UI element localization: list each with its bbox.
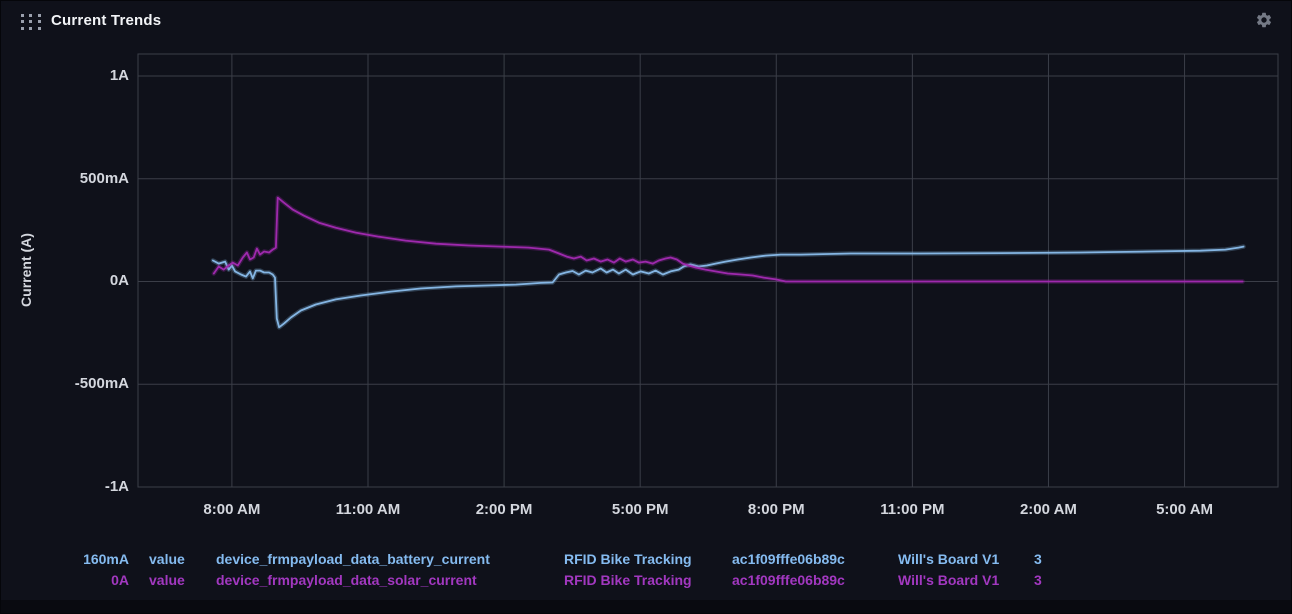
legend-row-battery[interactable]: 160mA value device_frmpayload_data_batte… (61, 549, 1064, 570)
legend-field: value (149, 551, 185, 567)
legend-port: 3 (1034, 551, 1042, 567)
legend-device-id: ac1f09fffe06b89c (732, 572, 845, 588)
panel-title: Current Trends (51, 12, 162, 29)
legend: 160mA value device_frmpayload_data_batte… (61, 549, 1064, 591)
x-tick-label: 11:00 AM (335, 501, 401, 518)
gear-icon-glyph (1256, 12, 1272, 28)
legend-current-value: 0A (111, 572, 129, 588)
legend-device-id: ac1f09fffe06b89c (732, 551, 845, 567)
x-tick-label: 8:00 AM (203, 501, 261, 518)
time-series-plot (137, 53, 1279, 488)
legend-app-name: RFID Bike Tracking (564, 572, 692, 588)
series-line-device_frmpayload_data_solar_current[interactable] (212, 196, 1244, 283)
legend-app-name: RFID Bike Tracking (564, 551, 692, 567)
y-tick-label: 500mA (79, 169, 129, 187)
chart-area[interactable]: Current (A) 1A 500mA 0A -500mA -1A 8:00 AM 11:… (1, 1, 1291, 541)
x-tick-label: 5:00 AM (1156, 501, 1214, 518)
y-axis-title: Current (A) (18, 233, 34, 307)
drag-handle-icon[interactable] (18, 12, 44, 32)
legend-current-value: 160mA (83, 551, 129, 567)
gear-icon[interactable] (1255, 11, 1275, 31)
legend-field: value (149, 572, 185, 588)
x-tick-label: 5:00 PM (611, 501, 669, 518)
x-tick-label: 8:00 PM (747, 501, 805, 518)
panel-bottom-edge (1, 600, 1291, 613)
x-tick-label: 2:00 AM (1019, 501, 1077, 518)
series-line-device_frmpayload_data_battery_current[interactable] (211, 245, 1245, 329)
legend-series-name: device_frmpayload_data_solar_current (216, 572, 477, 588)
panel-header: Current Trends (1, 1, 1291, 41)
legend-device-name: Will's Board V1 (898, 551, 1000, 567)
y-tick-label: -1A (104, 478, 129, 495)
series-line-glow (210, 244, 1246, 330)
legend-series-name: device_frmpayload_data_battery_current (216, 551, 490, 567)
plot-border (137, 53, 1279, 488)
y-tick-label: -500mA (74, 375, 129, 393)
x-tick-label: 2:00 PM (475, 501, 533, 518)
y-tick-label: 0A (109, 272, 129, 290)
legend-device-name: Will's Board V1 (898, 572, 1000, 588)
legend-port: 3 (1034, 572, 1042, 588)
x-tick-label: 11:00 PM (880, 501, 945, 518)
legend-row-solar[interactable]: 0A value device_frmpayload_data_solar_cu… (61, 570, 1064, 591)
y-tick-label: 1A (109, 66, 129, 84)
